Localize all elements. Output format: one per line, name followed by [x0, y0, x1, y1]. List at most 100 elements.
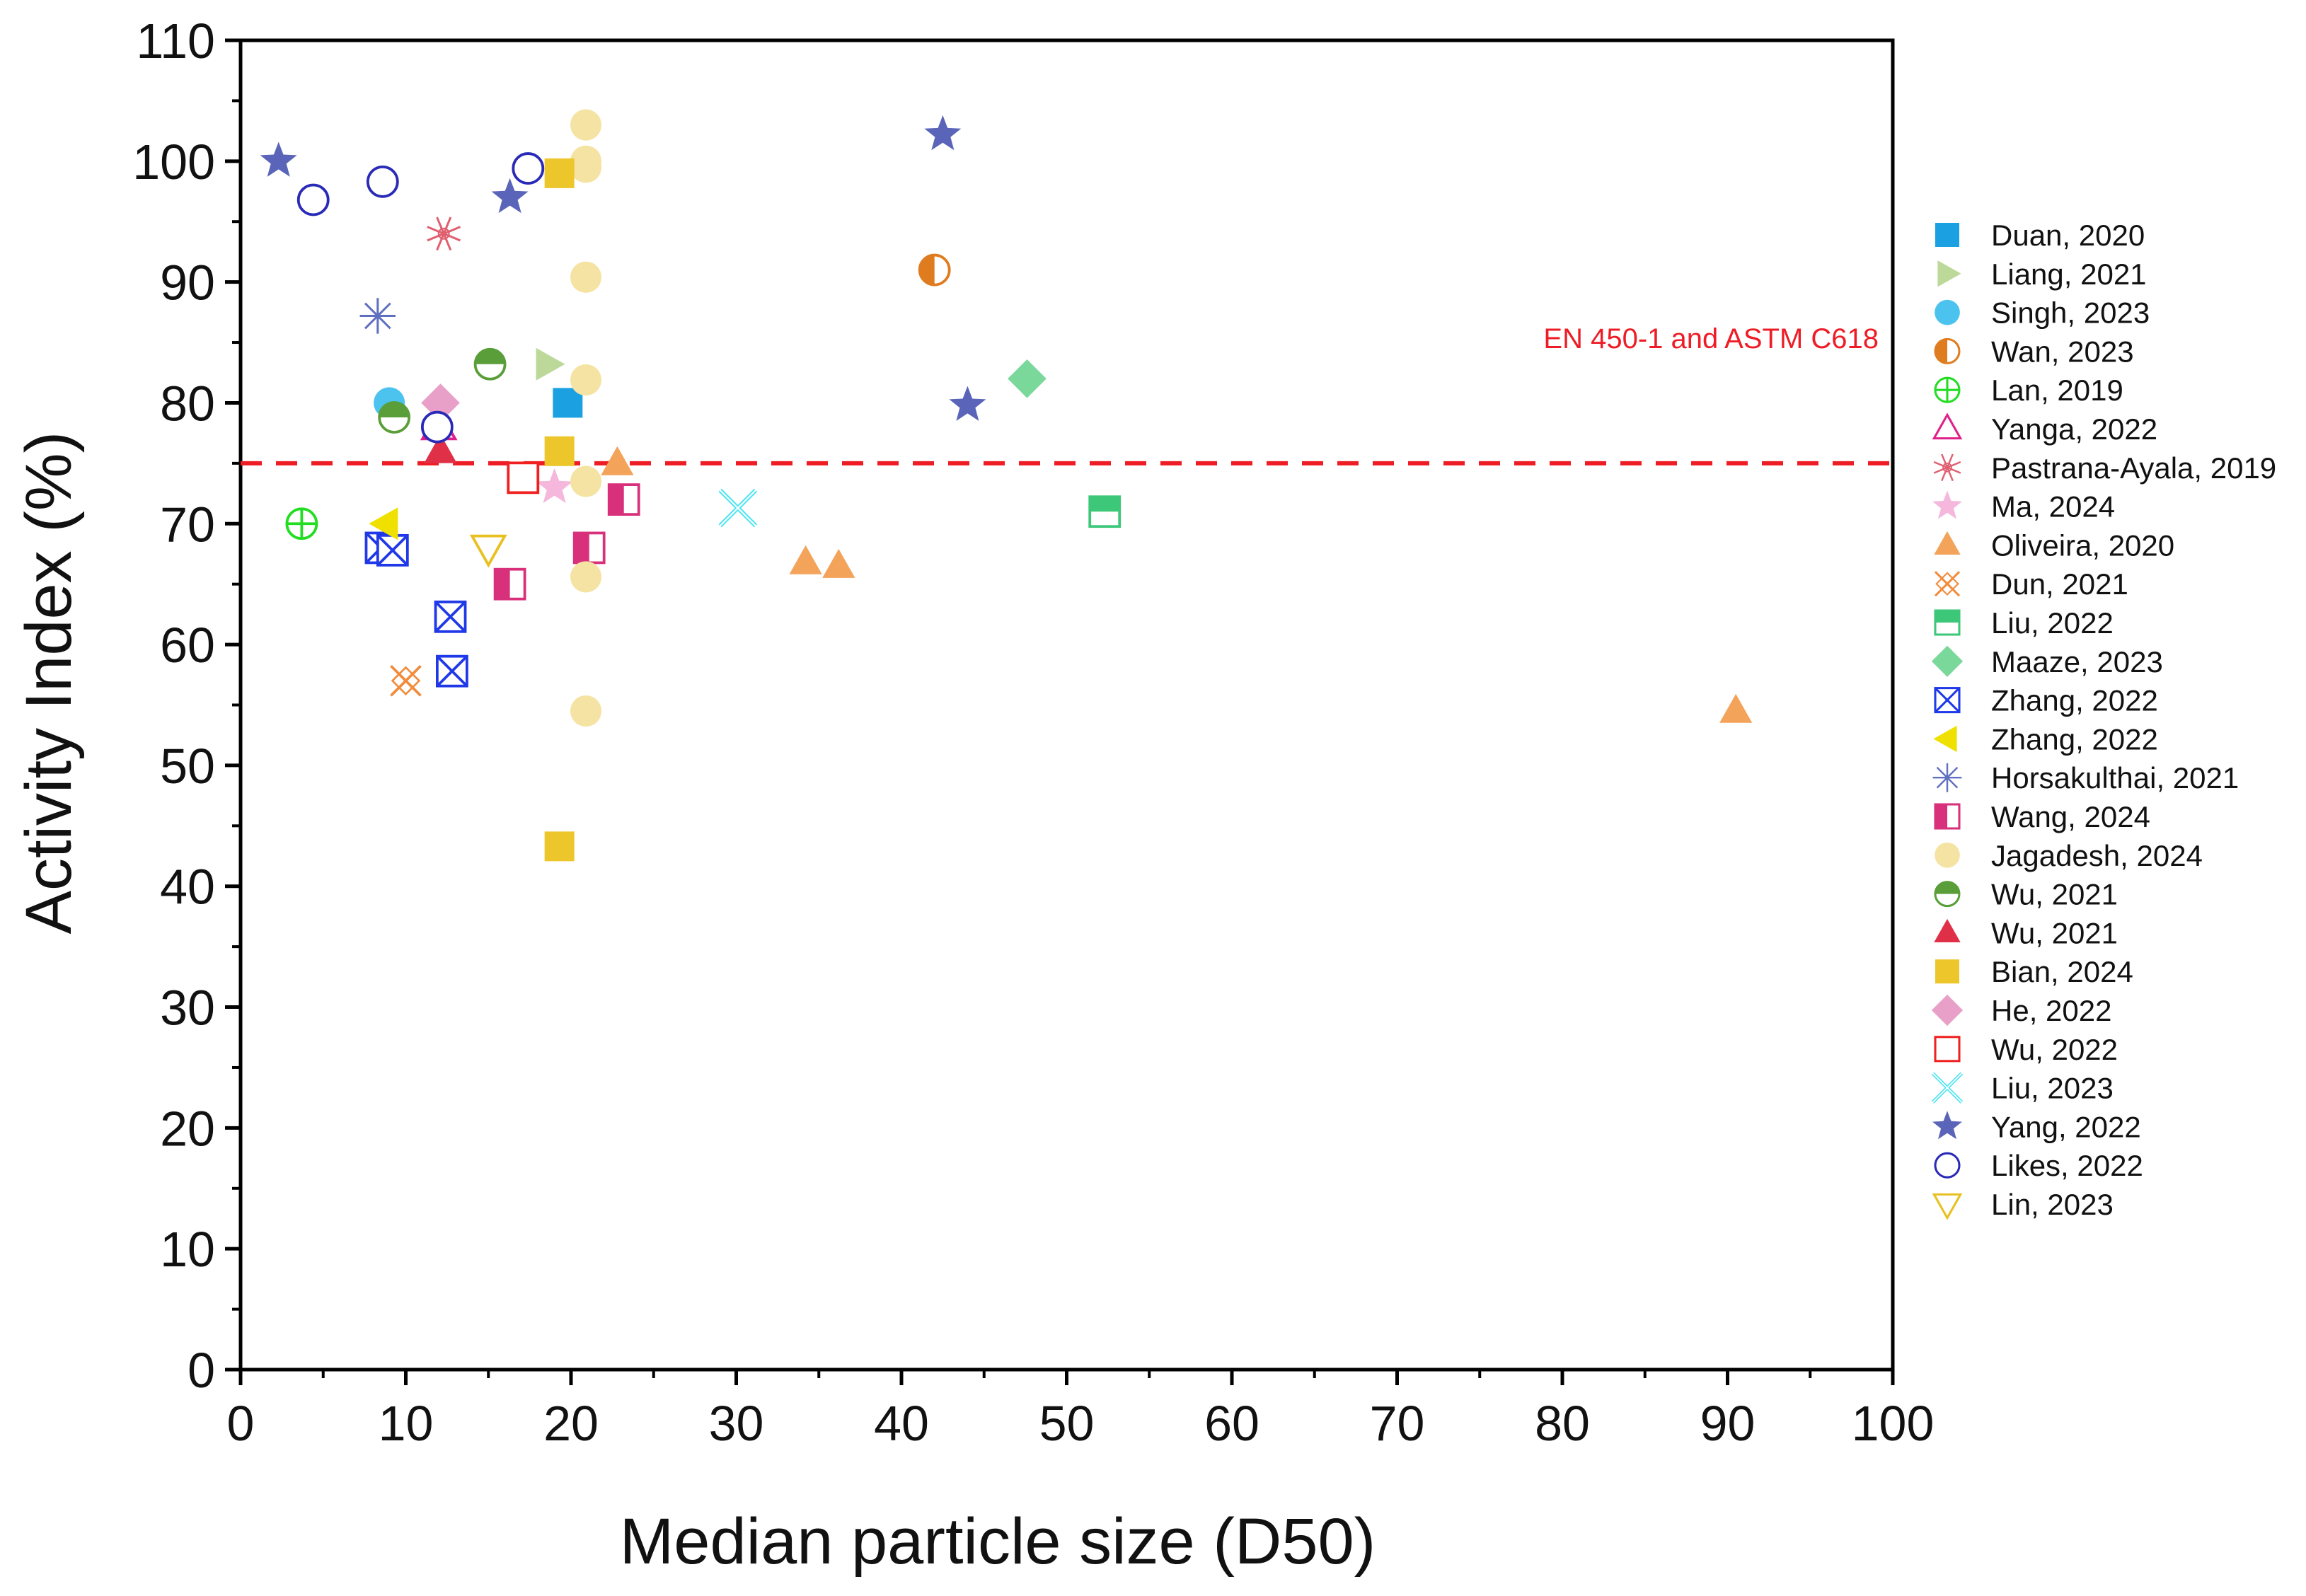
legend-item: Bian, 2024: [1935, 955, 2133, 988]
x-tick-label: 40: [874, 1396, 929, 1451]
data-point: [918, 253, 951, 287]
data-point: [1008, 359, 1047, 398]
legend: Duan, 2020 Liang, 2021 Singh, 2023 Wan, 202…: [1931, 219, 2276, 1221]
x-tick-label: 70: [1370, 1396, 1425, 1451]
data-point: [570, 261, 602, 293]
y-tick-label: 20: [160, 1101, 215, 1156]
legend-label: Liu, 2022: [1991, 606, 2114, 640]
data-point: [473, 347, 507, 381]
legend-marker: [1933, 725, 1957, 753]
data-point: [544, 158, 575, 188]
x-tick-label: 0: [227, 1396, 255, 1451]
data-point: [359, 298, 396, 334]
data-point: [260, 141, 297, 177]
legend-marker: [1934, 609, 1961, 636]
x-tick-label: 90: [1700, 1396, 1756, 1451]
legend-label: Ma, 2024: [1991, 490, 2115, 524]
legend-marker: [1934, 687, 1961, 714]
legend-item: Yanga, 2022: [1932, 412, 2157, 446]
legend-marker: [1935, 223, 1959, 247]
data-point: [544, 436, 575, 466]
legend-item: Wu, 2022: [1934, 1033, 2118, 1066]
y-tick-label: 70: [160, 497, 215, 552]
x-tick-label: 50: [1039, 1396, 1095, 1451]
legend-marker: [1935, 842, 1960, 868]
x-tick-label: 10: [379, 1396, 434, 1451]
data-point: [949, 386, 986, 421]
legend-marker: [1931, 645, 1964, 677]
y-tick-label: 50: [160, 739, 215, 794]
y-tick-label: 60: [160, 618, 215, 673]
data-point: [1719, 693, 1753, 723]
data-point: [536, 468, 573, 504]
legend-label: Liang, 2021: [1991, 258, 2147, 291]
legend-marker: [1934, 376, 1961, 403]
reference-line-label: EN 450-1 and ASTM C618: [1543, 323, 1879, 354]
data-point: [491, 178, 529, 214]
legend-label: Bian, 2024: [1991, 955, 2133, 988]
legend-item: Yang, 2022: [1932, 1110, 2141, 1143]
legend-item: Wu, 2021: [1934, 878, 2118, 911]
legend-marker: [1934, 918, 1961, 942]
y-tick-label: 90: [160, 255, 215, 311]
plot-frame: [238, 38, 1895, 1372]
legend-marker: [1935, 299, 1960, 325]
legend-label: He, 2022: [1991, 994, 2111, 1027]
x-tick-label: 80: [1535, 1396, 1590, 1451]
legend-item: Singh, 2023: [1935, 296, 2150, 330]
legend-label: Duan, 2020: [1991, 219, 2145, 252]
data-point: [493, 567, 526, 601]
legend-marker: [1931, 994, 1964, 1027]
legend-item: Zhang, 2022: [1933, 722, 2158, 756]
data-point: [369, 507, 398, 540]
data-point: [376, 533, 409, 567]
legend-label: Wu, 2022: [1991, 1033, 2118, 1066]
legend-item: Oliveira, 2020: [1934, 528, 2174, 562]
points-layer: [260, 109, 1753, 862]
legend-item: Zhang, 2022: [1934, 684, 2158, 717]
data-point: [420, 410, 454, 444]
legend-marker: [1932, 1111, 1962, 1140]
legend-label: Likes, 2022: [1991, 1149, 2143, 1182]
data-point: [434, 600, 467, 633]
legend-label: Singh, 2023: [1991, 296, 2150, 330]
data-point: [469, 534, 507, 568]
y-tick-label: 30: [160, 981, 215, 1036]
legend-marker: [1932, 1193, 1963, 1220]
data-point: [544, 831, 575, 862]
legend-item: Ma, 2024: [1932, 490, 2115, 524]
legend-item: Maaze, 2023: [1931, 645, 2163, 678]
legend-item: Liang, 2021: [1937, 258, 2147, 291]
data-point: [427, 216, 461, 251]
data-point: [607, 483, 640, 516]
legend-label: Wan, 2023: [1991, 335, 2134, 368]
data-point: [924, 115, 962, 151]
legend-label: Zhang, 2022: [1991, 722, 2158, 756]
legend-label: Wu, 2021: [1991, 916, 2118, 949]
y-tick-label: 0: [188, 1343, 215, 1398]
data-point: [570, 364, 602, 396]
data-point: [718, 488, 758, 528]
legend-item: Duan, 2020: [1935, 219, 2145, 252]
data-point: [570, 466, 602, 497]
y-axis-label: Activity Index (%): [13, 432, 85, 935]
data-point: [507, 461, 540, 495]
legend-item: Liu, 2022: [1934, 606, 2114, 640]
legend-label: Yang, 2022: [1991, 1110, 2141, 1143]
data-point: [570, 151, 602, 183]
legend-marker: [1933, 453, 1961, 482]
legend-item: Horsakulthai, 2021: [1932, 761, 2239, 794]
x-tick-label: 100: [1852, 1396, 1935, 1451]
reference-layer: EN 450-1 and ASTM C618: [241, 323, 1893, 466]
legend-marker: [1934, 337, 1961, 364]
legend-label: Lin, 2023: [1991, 1188, 2114, 1221]
data-point: [822, 548, 855, 578]
legend-label: Dun, 2021: [1991, 567, 2128, 601]
data-point: [572, 531, 606, 565]
data-point: [390, 664, 422, 697]
legend-label: Zhang, 2022: [1991, 684, 2158, 717]
legend-item: Likes, 2022: [1934, 1149, 2143, 1182]
legend-label: Pastrana-Ayala, 2019: [1991, 451, 2276, 485]
data-point: [378, 401, 411, 434]
legend-item: Lin, 2023: [1932, 1188, 2114, 1221]
